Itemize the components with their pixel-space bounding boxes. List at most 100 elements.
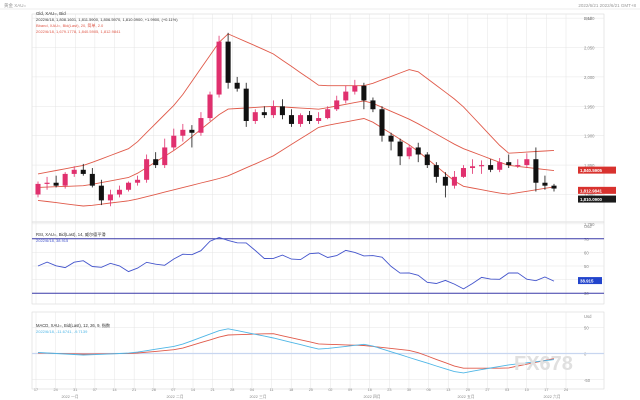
candle-down xyxy=(234,82,240,89)
candle-down xyxy=(261,112,267,116)
candle-up xyxy=(515,165,521,167)
x-day-tick-label: 11 xyxy=(270,388,274,392)
candle-down xyxy=(379,109,385,136)
x-month-label: 2022 一月 xyxy=(61,394,78,399)
macd-unit-label: Usd xyxy=(584,314,592,319)
candle-down xyxy=(53,182,59,186)
candle-down xyxy=(243,88,249,121)
candle-up xyxy=(216,41,222,95)
x-day-tick-label: 20 xyxy=(466,388,470,392)
rsi-tag-text: 38.915 xyxy=(580,279,594,284)
candle-down xyxy=(506,162,512,166)
x-day-tick-label: 07 xyxy=(93,388,97,392)
price-y-tick-label: 1,950 xyxy=(584,104,595,109)
x-day-tick-label: 03 xyxy=(505,388,509,392)
candle-up xyxy=(71,169,77,174)
bband-legend-values: 2022/6/18, 1,679.1778, 1,840.5905, 1,812… xyxy=(36,29,121,34)
x-day-tick-label: 17 xyxy=(34,388,38,392)
candle-up xyxy=(334,100,340,110)
x-month-label: 2022 三月 xyxy=(249,394,266,399)
price-y-tick-label: 1,750 xyxy=(584,222,595,227)
bollinger-lower-line xyxy=(37,118,555,207)
x-day-tick-label: 14 xyxy=(191,388,195,392)
x-day-tick-label: 17 xyxy=(544,388,548,392)
price-legend-title: Gld, XAU=, Bid xyxy=(36,11,66,16)
rsi-y-tick-label: 60 xyxy=(584,250,589,255)
x-day-tick-label: 07 xyxy=(171,388,175,392)
price-y-tick-label: 1,850 xyxy=(584,163,595,168)
candle-down xyxy=(442,176,448,186)
candle-up xyxy=(469,166,476,169)
price-y-tick-label: 2,000 xyxy=(584,75,595,80)
candle-down xyxy=(370,100,376,110)
candle-down xyxy=(415,147,421,155)
candle-up xyxy=(162,147,168,166)
x-day-tick-label: 16 xyxy=(368,388,372,392)
price-legend-values: 2022/6/18, 1,808.1601, 1,811.5900, 1,806… xyxy=(36,17,178,22)
rsi-tag-box xyxy=(578,277,602,285)
candle-down xyxy=(279,106,285,116)
x-day-tick-label: 09 xyxy=(348,388,352,392)
price-tag-text: 1,810.0900 xyxy=(580,197,603,202)
price-y-tick-label: 1,800 xyxy=(584,192,595,197)
rsi-line xyxy=(37,237,555,290)
x-month-label: 2022 二月 xyxy=(166,394,183,399)
candle-up xyxy=(125,182,132,190)
price-tag-box xyxy=(578,186,616,194)
candle-up xyxy=(479,165,485,167)
candle-up xyxy=(116,189,123,195)
rsi-legend-title: RSI, XAU=, Bid(Last), 14, 威尔德平滑 xyxy=(36,231,106,238)
header-timestamp: 2022/6/21 2022/6/21 GMT+8 xyxy=(578,3,636,8)
rsi-unit-label: Usd xyxy=(584,224,592,229)
candle-down xyxy=(551,185,557,189)
x-day-tick-label: 10 xyxy=(525,388,529,392)
x-day-tick-label: 04 xyxy=(250,388,254,392)
rsi-y-tick-label: 50 xyxy=(584,264,589,269)
candle-down xyxy=(288,115,295,124)
candle-up xyxy=(343,91,349,101)
candle-down xyxy=(98,185,104,201)
header-title: 黄金 XAU= xyxy=(4,2,27,9)
candle-down xyxy=(533,159,539,183)
candle-up xyxy=(180,129,186,136)
candle-up xyxy=(62,173,68,186)
price-y-tick-label: 1,900 xyxy=(584,134,595,139)
x-day-tick-label: 28 xyxy=(152,388,156,392)
x-day-tick-label: 23 xyxy=(387,388,391,392)
candle-up xyxy=(207,94,213,119)
candle-down xyxy=(189,129,195,133)
x-day-tick-label: 18 xyxy=(289,388,293,392)
candle-up xyxy=(144,159,150,180)
candle-up xyxy=(107,194,113,201)
x-month-label: 2022 五月 xyxy=(457,394,474,399)
macd-y-tick-label: 50 xyxy=(584,325,589,330)
candle-up xyxy=(451,176,457,186)
watermark-logo: FX678 xyxy=(514,353,573,375)
macd-legend-title: MACD, XAU=, Bid(Last), 12, 26, 9, 指数 xyxy=(36,322,111,329)
candle-down xyxy=(361,85,367,101)
x-day-tick-label: 21 xyxy=(211,388,215,392)
panel-frame xyxy=(31,311,605,390)
candle-down xyxy=(388,135,394,142)
candle-up xyxy=(352,85,358,92)
price-y-tick-label: 2,050 xyxy=(584,46,595,51)
candle-up xyxy=(35,183,41,195)
candle-up xyxy=(44,182,50,184)
candle-down xyxy=(153,159,159,166)
x-month-label: 2022 六月 xyxy=(543,394,560,399)
x-day-tick-label: 21 xyxy=(132,388,136,392)
x-month-label: 2022 四月 xyxy=(363,394,380,399)
price-tag-box xyxy=(578,195,616,203)
candle-up xyxy=(270,106,276,116)
candle-up xyxy=(406,147,412,157)
candle-down xyxy=(225,41,231,83)
candle-up xyxy=(497,162,503,170)
price-tag-box xyxy=(578,166,616,174)
candle-down xyxy=(307,115,313,121)
bollinger-middle-line xyxy=(37,100,555,188)
x-day-tick-label: 02 xyxy=(328,388,332,392)
x-day-tick-label: 31 xyxy=(73,388,77,392)
price-unit-label: Usd xyxy=(584,16,592,21)
x-day-tick-label: 30 xyxy=(407,388,411,392)
